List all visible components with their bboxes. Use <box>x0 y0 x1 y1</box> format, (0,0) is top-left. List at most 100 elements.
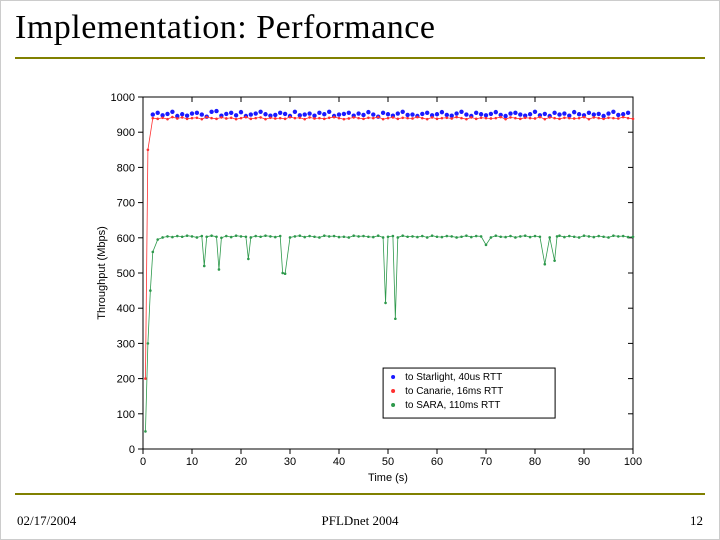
data-point <box>426 236 429 239</box>
data-point <box>185 113 189 117</box>
xtick-label: 60 <box>431 456 443 468</box>
data-point <box>454 111 458 115</box>
legend-label: to Canarie, 16ms RTT <box>405 386 503 397</box>
data-point <box>508 111 512 115</box>
ytick-label: 500 <box>117 268 135 280</box>
data-point <box>460 235 463 238</box>
axes-box <box>143 97 633 449</box>
data-point <box>356 111 360 115</box>
data-point <box>357 235 360 238</box>
data-point <box>254 235 257 238</box>
data-point <box>394 317 397 320</box>
data-point <box>367 235 370 238</box>
data-point <box>421 117 424 120</box>
data-point <box>250 236 253 239</box>
ytick-label: 100 <box>117 409 135 421</box>
ytick-label: 800 <box>117 162 135 174</box>
data-point <box>313 117 316 120</box>
data-point <box>431 234 434 237</box>
data-point <box>347 111 351 115</box>
chart-svg: 0102030405060708090100010020030040050060… <box>91 85 651 485</box>
data-point <box>247 258 250 261</box>
data-point <box>533 110 537 114</box>
data-point <box>503 114 507 118</box>
xtick-label: 90 <box>578 456 590 468</box>
data-point <box>597 117 600 120</box>
data-point <box>593 116 596 119</box>
data-point <box>166 118 169 121</box>
ytick-label: 900 <box>117 127 135 139</box>
data-point <box>480 116 483 119</box>
data-point <box>289 116 292 119</box>
data-point <box>552 111 556 115</box>
legend-label: to Starlight, 40us RTT <box>405 372 502 383</box>
data-point <box>562 111 566 115</box>
data-point <box>420 112 424 116</box>
data-point <box>239 110 243 114</box>
data-point <box>381 111 385 115</box>
data-point <box>171 116 174 119</box>
data-point <box>220 116 223 119</box>
data-point <box>622 235 625 238</box>
data-point <box>294 117 297 120</box>
data-point <box>509 116 512 119</box>
data-point <box>563 236 566 239</box>
data-point <box>495 234 498 237</box>
data-point <box>514 117 517 120</box>
ytick-label: 700 <box>117 198 135 210</box>
data-point <box>553 259 556 262</box>
data-point <box>259 235 262 238</box>
data-point <box>327 110 331 114</box>
data-point <box>436 118 439 121</box>
data-point <box>181 116 184 119</box>
data-line <box>145 117 633 379</box>
data-point <box>152 251 155 254</box>
data-point <box>607 236 610 239</box>
data-point <box>539 235 542 238</box>
data-point <box>166 235 169 238</box>
data-point <box>480 235 483 238</box>
data-point <box>411 117 414 120</box>
data-point <box>425 111 429 115</box>
data-point <box>307 111 311 115</box>
data-point <box>225 235 228 238</box>
data-point <box>626 111 630 115</box>
data-point <box>386 112 390 116</box>
data-point <box>337 112 341 116</box>
data-point <box>553 117 556 120</box>
data-point <box>528 112 532 116</box>
data-point <box>250 118 253 121</box>
data-point <box>274 117 277 120</box>
data-point <box>583 234 586 237</box>
data-point <box>441 117 444 120</box>
data-point <box>387 235 390 238</box>
slide: Implementation: Performance 010203040506… <box>0 0 720 540</box>
data-point <box>410 112 414 116</box>
data-point <box>180 112 184 116</box>
data-point <box>303 236 306 239</box>
data-point <box>616 113 620 117</box>
data-point <box>513 111 517 115</box>
data-point <box>573 117 576 120</box>
data-point <box>294 235 297 238</box>
xtick-label: 100 <box>624 456 642 468</box>
data-point <box>273 113 277 117</box>
data-point <box>568 117 571 120</box>
data-point <box>416 116 419 119</box>
data-point <box>607 116 610 119</box>
data-point <box>224 112 228 116</box>
data-point <box>563 116 566 119</box>
data-point <box>397 236 400 239</box>
data-point <box>489 112 493 116</box>
data-point <box>299 116 302 119</box>
data-point <box>465 234 468 237</box>
data-point <box>392 235 395 238</box>
data-point <box>274 236 277 239</box>
slide-footer: 02/17/2004 PFLDnet 2004 12 <box>17 513 703 529</box>
data-point <box>352 234 355 237</box>
data-point <box>509 235 512 238</box>
ytick-label: 200 <box>117 374 135 386</box>
xtick-label: 30 <box>284 456 296 468</box>
data-point <box>367 116 370 119</box>
data-point <box>147 149 150 152</box>
